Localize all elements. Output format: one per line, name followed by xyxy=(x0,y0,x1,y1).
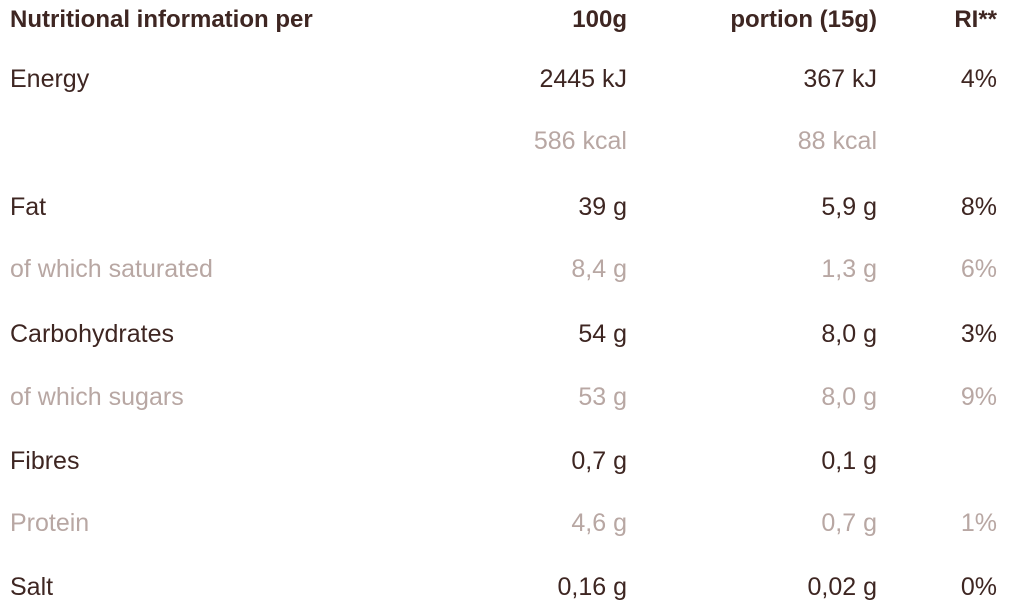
row-label: Carbohydrates xyxy=(10,320,174,348)
row-value: 1% xyxy=(960,509,997,537)
header-cell: RI** xyxy=(954,6,997,33)
row-value: 3% xyxy=(960,320,997,348)
row-label: Fibres xyxy=(10,447,80,475)
row-value: 367 kJ xyxy=(803,65,877,93)
row-label: Energy xyxy=(10,65,90,93)
row-value: 4,6 g xyxy=(571,509,627,537)
row-value: 0,1 g xyxy=(821,447,877,475)
row-label: Fat xyxy=(10,193,47,221)
header-cell: Nutritional information per xyxy=(10,6,313,33)
row-value: 5,9 g xyxy=(821,193,877,221)
row-label: of which sugars xyxy=(10,383,184,411)
row-value: 53 g xyxy=(578,383,627,411)
row-value: 0,02 g xyxy=(807,573,877,601)
header-cell: 100g xyxy=(572,6,627,33)
row-value: 54 g xyxy=(578,320,627,348)
row-value: 4% xyxy=(960,65,997,93)
row-value: 0% xyxy=(960,573,997,601)
row-value: 0,7 g xyxy=(571,447,627,475)
row-value: 586 kcal xyxy=(533,127,627,155)
row-value: 8,0 g xyxy=(821,383,877,411)
row-value: 2445 kJ xyxy=(539,65,627,93)
row-value: 88 kcal xyxy=(797,127,877,155)
row-value: 8,4 g xyxy=(571,255,627,283)
row-value: 0,7 g xyxy=(821,509,877,537)
row-label: Protein xyxy=(10,509,90,537)
row-value: 0,16 g xyxy=(557,573,627,601)
row-value: 39 g xyxy=(578,193,627,221)
header-cell: portion (15g) xyxy=(730,6,877,33)
row-value: 9% xyxy=(960,383,997,411)
row-value: 1,3 g xyxy=(821,255,877,283)
row-label: Salt xyxy=(10,573,54,601)
row-label: of which saturated xyxy=(10,255,213,283)
row-value: 6% xyxy=(960,255,997,283)
row-value: 8,0 g xyxy=(821,320,877,348)
row-value: 8% xyxy=(960,193,997,221)
